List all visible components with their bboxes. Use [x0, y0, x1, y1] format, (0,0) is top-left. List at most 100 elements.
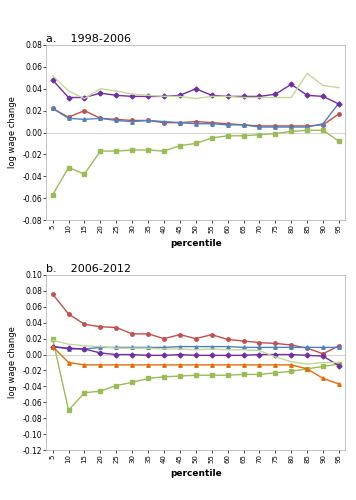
X-axis label: percentile: percentile [170, 238, 222, 248]
formal public [178, 373, 182, 379]
total (composition effect) [162, 94, 166, 100]
total (composition effect) [194, 347, 198, 353]
formal public [130, 147, 134, 153]
informal private [257, 123, 262, 129]
occupation [305, 366, 309, 372]
total (composition effect) [305, 361, 309, 367]
formal private [289, 344, 293, 350]
formal private [225, 122, 230, 128]
informal private [241, 122, 246, 128]
occupation [82, 362, 87, 368]
total (composition effect) [51, 72, 55, 78]
formal public [305, 366, 309, 372]
informal private [210, 332, 214, 338]
formal private [305, 124, 309, 130]
formal public [241, 372, 246, 378]
occupation [194, 362, 198, 368]
informal private [194, 118, 198, 124]
informal private [67, 114, 71, 120]
formal private [178, 120, 182, 126]
total (composition effect) [146, 92, 150, 98]
education [98, 350, 103, 356]
total (composition effect) [337, 360, 341, 366]
informal private [82, 108, 87, 114]
informal private [162, 120, 166, 126]
occupation [225, 362, 230, 368]
education [289, 82, 293, 87]
occupation [257, 362, 262, 368]
Line: education: education [51, 78, 341, 106]
informal private [82, 322, 87, 328]
occupation [337, 381, 341, 387]
formal public [273, 370, 277, 376]
total (composition effect) [178, 94, 182, 100]
occupation [98, 362, 103, 368]
education [337, 362, 341, 368]
informal private [178, 120, 182, 126]
total (composition effect) [146, 345, 150, 351]
total (composition effect) [114, 88, 119, 94]
formal public [194, 372, 198, 378]
total (composition effect) [225, 94, 230, 100]
education [114, 92, 119, 98]
education [225, 352, 230, 358]
formal public [82, 171, 87, 177]
formal public [82, 390, 87, 396]
education [114, 352, 119, 358]
total (composition effect) [130, 345, 134, 351]
informal private [273, 340, 277, 346]
education [82, 94, 87, 100]
education [178, 92, 182, 98]
total (composition effect) [178, 346, 182, 352]
total (composition effect) [114, 345, 119, 351]
informal private [114, 116, 119, 122]
informal private [98, 324, 103, 330]
Text: b.    2006-2012: b. 2006-2012 [46, 264, 131, 274]
formal private [98, 344, 103, 350]
occupation [273, 362, 277, 368]
formal private [130, 118, 134, 124]
occupation [210, 362, 214, 368]
informal private [51, 106, 55, 112]
education [305, 352, 309, 358]
occupation [289, 362, 293, 368]
formal public [225, 372, 230, 378]
formal private [162, 118, 166, 124]
total (composition effect) [321, 82, 325, 88]
informal private [337, 343, 341, 349]
education [146, 352, 150, 358]
formal public [130, 380, 134, 386]
informal private [98, 116, 103, 121]
informal private [130, 331, 134, 337]
formal private [114, 344, 119, 350]
total (composition effect) [51, 337, 55, 343]
formal public [257, 132, 262, 138]
formal private [321, 120, 325, 126]
education [130, 94, 134, 100]
total (composition effect) [257, 348, 262, 354]
formal public [98, 388, 103, 394]
Line: informal private: informal private [51, 106, 341, 128]
total (composition effect) [241, 94, 246, 100]
education [210, 92, 214, 98]
education [225, 94, 230, 100]
formal private [98, 116, 103, 121]
Line: formal public: formal public [51, 128, 341, 196]
formal public [225, 133, 230, 139]
formal private [130, 344, 134, 350]
education [67, 345, 71, 351]
total (composition effect) [273, 94, 277, 100]
education [67, 94, 71, 100]
formal public [273, 130, 277, 136]
formal private [337, 100, 341, 106]
total (composition effect) [67, 341, 71, 347]
formal public [162, 374, 166, 380]
informal private [51, 291, 55, 297]
Line: formal public: formal public [51, 337, 341, 412]
education [289, 352, 293, 358]
education [82, 346, 87, 352]
formal public [146, 376, 150, 382]
formal public [210, 372, 214, 378]
education [178, 352, 182, 358]
informal private [305, 345, 309, 351]
